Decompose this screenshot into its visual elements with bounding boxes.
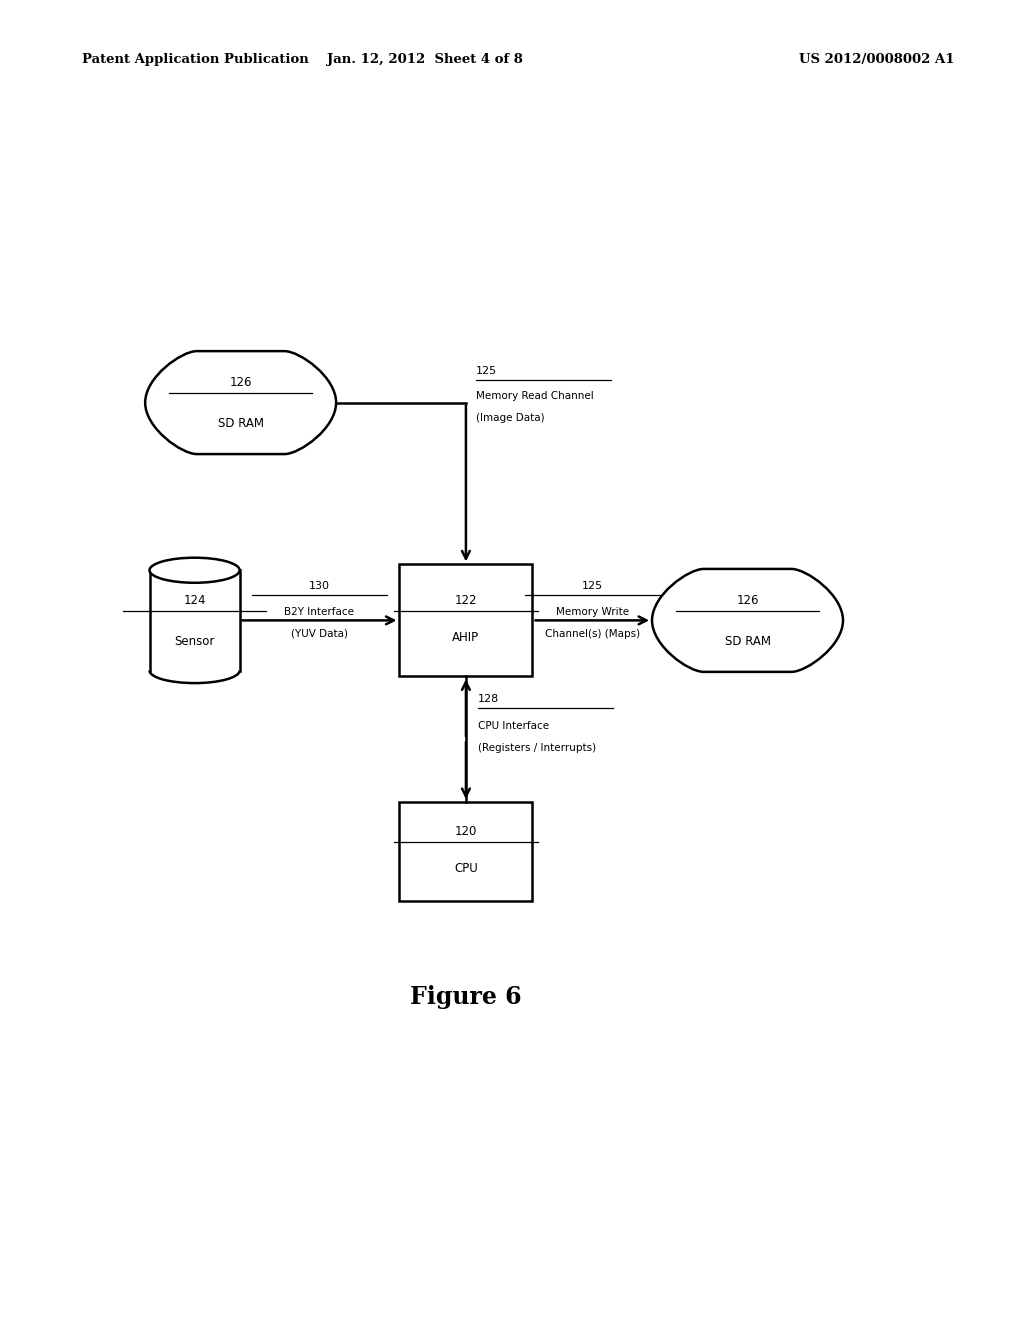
- Text: Memory Read Channel: Memory Read Channel: [476, 391, 594, 401]
- Text: 125: 125: [582, 581, 603, 591]
- Text: CPU: CPU: [454, 862, 478, 875]
- Text: 126: 126: [229, 376, 252, 389]
- Bar: [399, 565, 532, 676]
- PathPatch shape: [652, 569, 843, 672]
- Text: 126: 126: [736, 594, 759, 607]
- Text: 128: 128: [478, 693, 500, 704]
- Text: Patent Application Publication: Patent Application Publication: [82, 53, 308, 66]
- Text: US 2012/0008002 A1: US 2012/0008002 A1: [799, 53, 954, 66]
- Text: Memory Write: Memory Write: [556, 607, 629, 618]
- PathPatch shape: [145, 351, 336, 454]
- Ellipse shape: [150, 557, 240, 582]
- Text: Channel(s) (Maps): Channel(s) (Maps): [545, 628, 640, 639]
- Text: Figure 6: Figure 6: [410, 985, 522, 1008]
- Text: 120: 120: [455, 825, 477, 838]
- Text: 122: 122: [455, 594, 477, 607]
- Text: (YUV Data): (YUV Data): [291, 628, 348, 639]
- Text: SD RAM: SD RAM: [725, 635, 770, 648]
- Text: 124: 124: [183, 594, 206, 607]
- Text: B2Y Interface: B2Y Interface: [285, 607, 354, 618]
- Bar: [399, 801, 532, 900]
- Text: Jan. 12, 2012  Sheet 4 of 8: Jan. 12, 2012 Sheet 4 of 8: [327, 53, 523, 66]
- Bar: [150, 570, 240, 671]
- Text: CPU Interface: CPU Interface: [478, 721, 549, 731]
- Text: (Image Data): (Image Data): [476, 413, 545, 424]
- Text: 130: 130: [309, 581, 330, 591]
- Text: SD RAM: SD RAM: [218, 417, 263, 430]
- Text: 125: 125: [476, 366, 498, 376]
- Text: (Registers / Interrupts): (Registers / Interrupts): [478, 743, 596, 754]
- Text: Sensor: Sensor: [174, 635, 215, 648]
- Text: AHIP: AHIP: [453, 631, 479, 644]
